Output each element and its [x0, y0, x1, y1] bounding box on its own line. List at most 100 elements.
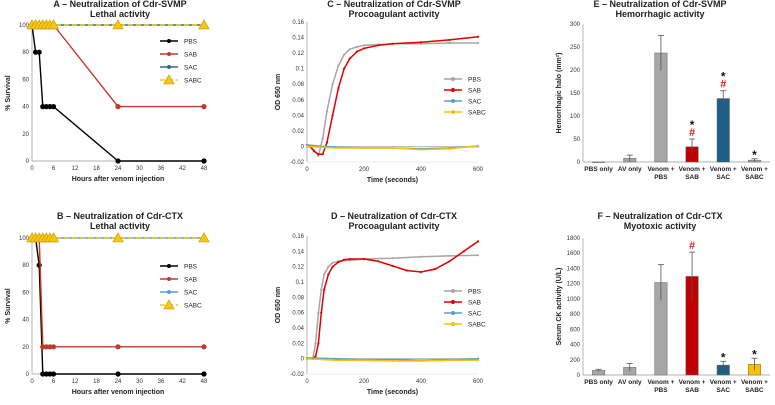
y-tick-label: 20	[22, 132, 29, 138]
y-tick-label: 0	[26, 159, 30, 165]
significance-star: *	[721, 70, 726, 84]
series-line-pbs	[31, 24, 204, 162]
data-point	[451, 289, 455, 293]
y-tick-label: 50	[573, 137, 580, 143]
data-point	[167, 52, 171, 56]
panel-subtitle: Procoagulant activity	[348, 221, 439, 231]
y-tick-label: 0.08	[292, 82, 304, 88]
y-tick-label: 800	[570, 312, 581, 318]
data-point	[320, 288, 323, 291]
data-point	[43, 371, 49, 377]
data-point	[50, 344, 57, 350]
y-axis-label: Hemorrhagic halo (mm²)	[556, 53, 563, 134]
category-label: PBS	[654, 387, 668, 394]
data-point	[43, 344, 49, 350]
panel-subtitle: Lethal activity	[90, 221, 150, 231]
data-point	[419, 359, 423, 363]
data-point	[451, 99, 455, 103]
panel-title: C – Neutralization of Cdr-SVMP	[327, 0, 461, 9]
data-point	[348, 257, 351, 261]
data-point	[451, 300, 455, 304]
data-point	[434, 267, 437, 271]
significance-hash: #	[689, 240, 695, 252]
y-tick-label: 150	[570, 91, 581, 97]
data-point	[317, 311, 320, 314]
data-point	[323, 288, 326, 291]
x-tick-label: 6	[52, 166, 56, 172]
x-tick-label: 36	[158, 166, 165, 172]
y-tick-label: 40	[22, 105, 29, 111]
data-point	[320, 311, 323, 314]
data-point	[167, 277, 171, 281]
data-point	[451, 322, 455, 326]
data-point	[47, 232, 60, 243]
x-tick-label: 400	[416, 167, 427, 173]
panel-subtitle: Procoagulant activity	[348, 9, 439, 19]
category-label: Venom +	[741, 166, 768, 173]
legend-label: SABC	[468, 109, 486, 116]
data-point	[201, 371, 207, 377]
y-tick-label: 250	[570, 45, 581, 51]
data-point	[451, 110, 455, 114]
data-point	[317, 154, 320, 157]
y-tick-label: 1400	[567, 266, 581, 272]
data-point	[476, 144, 480, 147]
x-tick-label: 30	[136, 379, 143, 385]
data-point	[462, 250, 465, 253]
x-tick-label: 48	[201, 379, 208, 385]
y-tick-label: 1000	[567, 297, 581, 303]
x-tick-label: 42	[179, 166, 186, 172]
legend-label: SAC	[468, 310, 482, 317]
data-point	[337, 260, 340, 264]
y-tick-label: 300	[570, 22, 581, 28]
y-tick-label: 0.14	[292, 249, 304, 255]
y-tick-label: 0	[577, 373, 581, 379]
legend-label: PBS	[184, 38, 198, 45]
x-tick-label: 12	[72, 166, 79, 172]
data-point	[43, 104, 49, 110]
y-tick-label: 0.1	[296, 67, 305, 73]
series-line-pbs	[32, 237, 204, 375]
category-label: SAB	[685, 387, 699, 394]
x-tick-label: 200	[359, 379, 370, 385]
data-point	[334, 357, 337, 360]
panel-title: F – Neutralization of Cdr-CTX	[597, 211, 722, 221]
data-point	[115, 158, 121, 164]
data-point	[305, 357, 309, 360]
data-point	[362, 257, 366, 261]
y-tick-label: 0.12	[292, 265, 304, 271]
data-point	[112, 19, 124, 30]
data-point	[115, 344, 121, 350]
data-point	[448, 41, 451, 45]
x-axis-label: Hours after venom injection	[72, 389, 165, 396]
panel-title: A – Neutralization of Cdr-SVMP	[53, 0, 186, 9]
data-point	[167, 264, 171, 268]
y-tick-label: -0.02	[290, 160, 304, 166]
panel-title: D – Neutralization of Cdr-CTX	[331, 211, 457, 221]
y-tick-label: 200	[570, 358, 581, 364]
y-tick-label: 400	[570, 343, 581, 349]
y-tick-label: 100	[570, 114, 581, 120]
bar	[716, 98, 730, 163]
data-point	[476, 41, 480, 45]
data-point	[419, 270, 423, 274]
legend-label: PBS	[468, 76, 482, 83]
data-point	[201, 158, 207, 164]
data-point	[331, 265, 334, 268]
significance-hash: #	[689, 127, 695, 139]
y-tick-label: 0.14	[292, 36, 304, 42]
data-point	[476, 254, 480, 257]
panel-d: D – Neutralization of Cdr-CTXProcoagulan…	[275, 211, 486, 396]
y-tick-label: 0.04	[292, 326, 304, 332]
y-tick-label: 200	[570, 68, 581, 74]
legend-label: SAB	[468, 299, 481, 306]
data-point	[348, 57, 351, 60]
data-point	[47, 344, 53, 350]
data-point	[313, 150, 316, 153]
x-tick-label: 200	[359, 167, 370, 173]
x-axis-label: Time (seconds)	[367, 389, 418, 396]
data-point	[40, 344, 46, 350]
data-point	[342, 53, 346, 56]
